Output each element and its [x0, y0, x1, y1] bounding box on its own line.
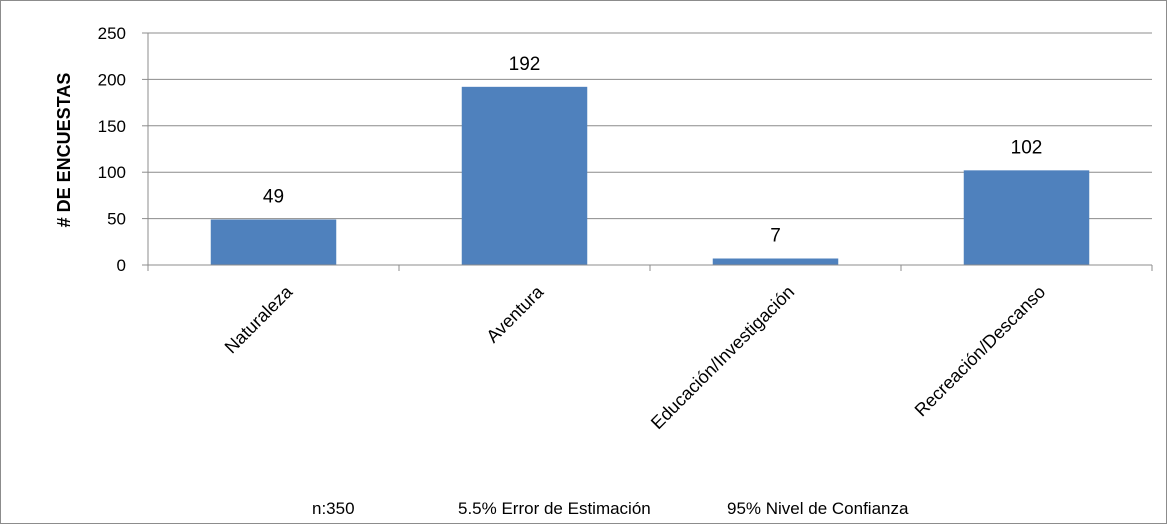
footer-confidence-level: 95% Nivel de Confianza	[727, 499, 909, 518]
bars	[210, 86, 1090, 265]
bar	[712, 258, 839, 265]
data-label: 102	[1011, 137, 1043, 158]
data-label: 192	[509, 54, 541, 75]
y-tick-label: 150	[98, 117, 126, 136]
axes	[142, 32, 1153, 271]
footer-sample-size: n:350	[312, 499, 355, 518]
bar	[963, 170, 1090, 265]
bar	[461, 86, 588, 265]
y-tick-label: 100	[98, 163, 126, 182]
data-label: 7	[770, 226, 781, 247]
y-tick-label: 50	[107, 210, 126, 229]
y-tick-label: 200	[98, 70, 126, 89]
y-axis-title: # DE ENCUESTAS	[54, 73, 74, 228]
y-tick-label: 0	[117, 256, 126, 275]
bar	[210, 219, 337, 265]
footer-estimation-error: 5.5% Error de Estimación	[458, 499, 651, 518]
data-label: 49	[263, 187, 284, 208]
y-tick-label: 250	[98, 24, 126, 43]
